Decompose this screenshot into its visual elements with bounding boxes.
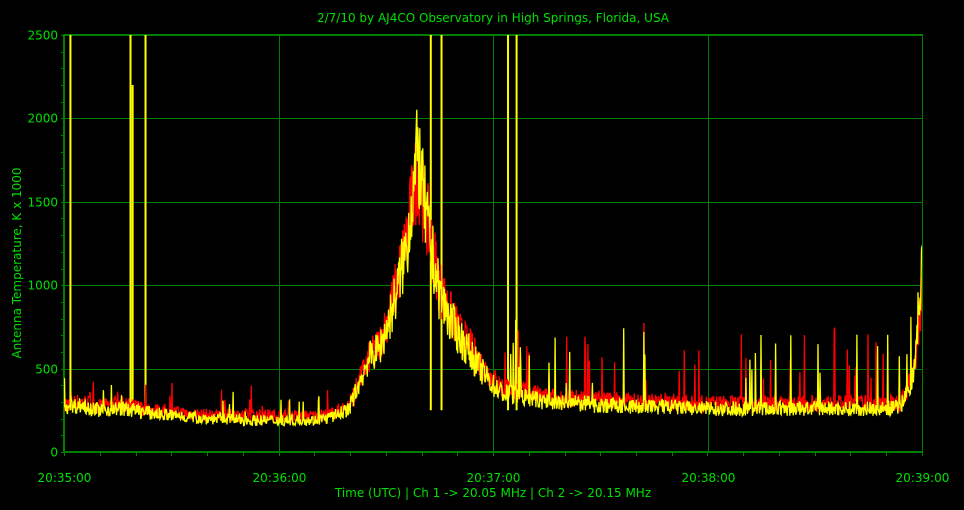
y-axis-ticks: 0 500 1000 1500 2000 2500 [27, 29, 58, 460]
chart-title: 2/7/10 by AJ4CO Observatory in High Spri… [317, 11, 670, 25]
x-axis-ticks: 20:35:00 20:36:00 20:37:00 20:38:00 20:39:00 [38, 471, 950, 485]
x-tick-label: 20:35:00 [38, 471, 92, 485]
y-tick-label: 1500 [27, 196, 58, 210]
x-tick-label: 20:36:00 [253, 471, 307, 485]
y-tick-label: 1000 [27, 279, 58, 293]
series-line [63, 109, 923, 427]
y-tick-label: 2500 [27, 29, 58, 43]
y-tick-label: 2000 [27, 112, 58, 126]
spike-lines [69, 35, 518, 411]
x-axis-label: Time (UTC) | Ch 1 -> 20.05 MHz | Ch 2 ->… [334, 486, 651, 500]
minor-ticks [61, 35, 923, 456]
y-tick-label: 500 [35, 363, 58, 377]
x-tick-label: 20:37:00 [467, 471, 521, 485]
y-axis-label: Antenna Temperature, K x 1000 [10, 167, 24, 358]
series-lines [63, 109, 923, 427]
x-tick-label: 20:39:00 [896, 471, 950, 485]
plot-frame [63, 34, 923, 452]
y-tick-label: 0 [50, 446, 58, 460]
x-tick-label: 20:38:00 [682, 471, 736, 485]
